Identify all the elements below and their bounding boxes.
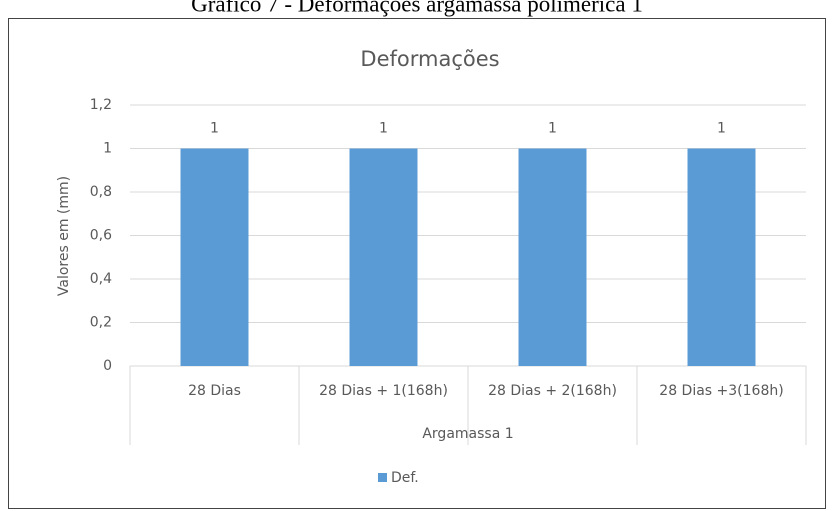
x-tick-label: 28 Dias + 1(168h): [319, 383, 448, 399]
y-tick-label: 0,6: [90, 228, 112, 244]
data-label: 1: [210, 121, 219, 137]
caption: Gráfico 7 - Deformações argamassa polimé…: [191, 0, 643, 16]
y-tick-label: 1: [103, 141, 112, 157]
y-axis-label: Valores em (mm): [56, 176, 72, 296]
y-tick-label: 0,8: [90, 184, 112, 200]
bar: [687, 148, 756, 366]
x-tick-label: 28 Dias: [188, 383, 241, 399]
bar: [518, 148, 587, 366]
x-tick-label: 28 Dias +3(168h): [659, 383, 783, 399]
y-tick-label: 0: [103, 358, 112, 374]
bar: [180, 148, 249, 366]
legend-swatch: [378, 473, 387, 482]
data-label: 1: [379, 121, 388, 137]
y-tick-label: 0,4: [90, 271, 112, 287]
chart-title: Deformações: [360, 47, 499, 71]
data-label: 1: [548, 121, 557, 137]
legend-label: Def.: [391, 470, 419, 486]
y-tick-label: 1,2: [90, 97, 112, 113]
data-label: 1: [717, 121, 726, 137]
bar: [349, 148, 418, 366]
y-tick-label: 0,2: [90, 315, 112, 331]
x-tick-label: 28 Dias + 2(168h): [488, 383, 617, 399]
